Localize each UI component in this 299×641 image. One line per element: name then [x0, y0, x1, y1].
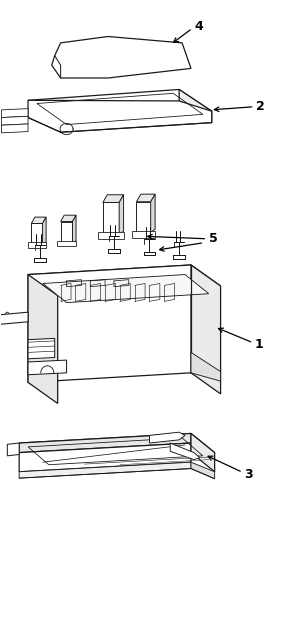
Polygon shape — [150, 432, 185, 443]
Polygon shape — [28, 90, 212, 122]
Polygon shape — [19, 433, 191, 453]
Polygon shape — [0, 312, 28, 325]
Polygon shape — [1, 124, 28, 133]
Polygon shape — [28, 242, 46, 247]
Polygon shape — [19, 443, 191, 472]
Polygon shape — [61, 215, 76, 222]
Text: 5: 5 — [209, 232, 218, 246]
Polygon shape — [179, 90, 212, 122]
Polygon shape — [28, 265, 221, 296]
Polygon shape — [28, 274, 58, 403]
Polygon shape — [28, 100, 212, 132]
Text: 1: 1 — [254, 338, 263, 351]
Text: 4: 4 — [194, 21, 203, 33]
Polygon shape — [191, 433, 215, 472]
Text: 2: 2 — [256, 100, 265, 113]
Polygon shape — [191, 462, 215, 479]
Polygon shape — [1, 108, 28, 117]
Polygon shape — [119, 195, 123, 235]
Polygon shape — [1, 116, 28, 125]
Polygon shape — [136, 202, 151, 233]
Polygon shape — [28, 265, 191, 383]
Polygon shape — [191, 265, 221, 394]
Polygon shape — [7, 443, 19, 456]
Polygon shape — [42, 217, 46, 244]
Polygon shape — [170, 443, 200, 460]
Polygon shape — [132, 231, 155, 238]
Text: 3: 3 — [244, 469, 253, 481]
Polygon shape — [103, 203, 119, 235]
Polygon shape — [19, 462, 191, 478]
Polygon shape — [28, 338, 55, 359]
Polygon shape — [61, 222, 72, 243]
Polygon shape — [43, 274, 209, 303]
Polygon shape — [19, 433, 215, 462]
Polygon shape — [98, 233, 123, 240]
Polygon shape — [57, 241, 76, 247]
Polygon shape — [191, 353, 221, 381]
Polygon shape — [103, 195, 123, 203]
Polygon shape — [136, 194, 155, 202]
Polygon shape — [31, 224, 42, 244]
Polygon shape — [72, 215, 76, 243]
Polygon shape — [151, 194, 155, 233]
Polygon shape — [31, 217, 46, 224]
Polygon shape — [52, 37, 191, 78]
Polygon shape — [28, 360, 67, 375]
